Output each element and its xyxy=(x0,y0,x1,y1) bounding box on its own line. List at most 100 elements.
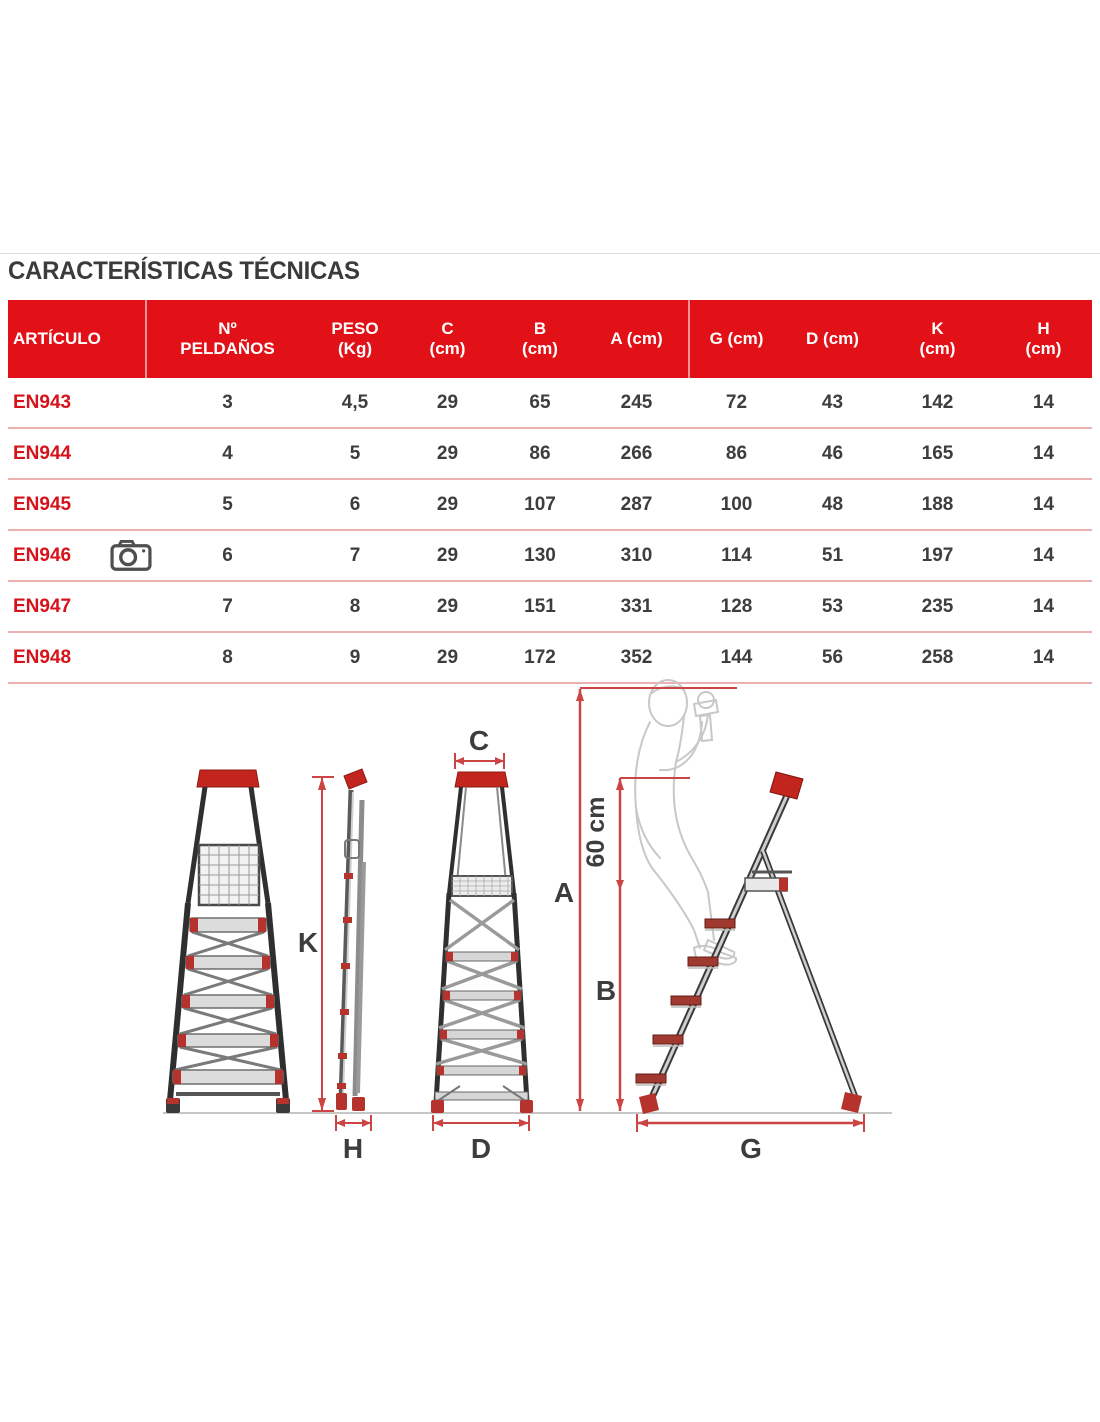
value-cell: 4,5 xyxy=(341,391,369,413)
value-cell: 8 xyxy=(349,595,361,617)
value-cell: 130 xyxy=(524,544,556,566)
front-view-ladder-diagram xyxy=(166,769,290,1113)
column-header-peso: PESO (Kg) xyxy=(331,319,379,358)
value-cell: 258 xyxy=(921,646,954,668)
value-cell: 6 xyxy=(222,544,233,566)
dimension-label-h: H xyxy=(343,1133,363,1164)
table-row-en943: EN943 3 4,5 29 65 245 72 43 142 14 xyxy=(8,378,1092,429)
value-cell: 48 xyxy=(821,493,844,515)
value-cell: 14 xyxy=(1032,493,1055,515)
value-cell: 8 xyxy=(222,646,233,668)
side-view-ladder-diagram xyxy=(635,771,862,1114)
dimension-label-g: G xyxy=(740,1133,762,1164)
dimension-60-b xyxy=(616,777,690,1111)
column-header-a: A (cm) xyxy=(610,329,663,348)
value-cell: 188 xyxy=(921,493,954,515)
person-illustration xyxy=(634,679,738,966)
dimension-label-k: K xyxy=(298,927,318,958)
technical-spec-table: ARTÍCULO Nº PELDAÑOS PESO (Kg) C (cm) B (cm)… xyxy=(8,300,1092,684)
value-cell: 65 xyxy=(529,391,551,413)
value-cell: 142 xyxy=(921,391,954,413)
article-code: EN946 xyxy=(13,544,72,566)
value-cell: 14 xyxy=(1032,595,1055,617)
column-header-k: K (cm) xyxy=(919,319,956,358)
column-header-d: D (cm) xyxy=(806,329,859,348)
value-cell: 51 xyxy=(821,544,844,566)
value-cell: 235 xyxy=(921,595,954,617)
value-cell: 6 xyxy=(349,493,361,515)
value-cell: 29 xyxy=(436,391,459,413)
article-code: EN945 xyxy=(13,493,72,515)
value-cell: 331 xyxy=(620,595,653,617)
value-cell: 29 xyxy=(436,595,459,617)
value-cell: 128 xyxy=(720,595,753,617)
article-code: EN948 xyxy=(13,646,72,668)
value-cell: 287 xyxy=(620,493,653,515)
value-cell: 4 xyxy=(222,442,233,464)
value-cell: 46 xyxy=(821,442,844,464)
value-cell: 72 xyxy=(725,391,748,413)
value-cell: 14 xyxy=(1032,391,1055,413)
ladder-dimension-diagram: K H xyxy=(163,679,892,1164)
dimension-label-60cm: 60 cm xyxy=(582,797,610,868)
value-cell: 86 xyxy=(529,442,551,464)
table-header-row: ARTÍCULO Nº PELDAÑOS PESO (Kg) C (cm) B (cm)… xyxy=(8,300,1092,378)
article-code: EN944 xyxy=(13,442,72,464)
dimension-d xyxy=(432,1115,530,1131)
value-cell: 114 xyxy=(721,544,752,566)
article-cell: EN944 xyxy=(8,429,145,478)
value-cell: 43 xyxy=(821,391,844,413)
top-divider-line xyxy=(0,253,1100,254)
article-code: EN947 xyxy=(13,595,72,617)
value-cell: 197 xyxy=(921,544,954,566)
value-cell: 53 xyxy=(821,595,844,617)
camera-icon xyxy=(110,540,152,571)
value-cell: 352 xyxy=(620,646,653,668)
value-cell: 29 xyxy=(436,544,459,566)
header-divider xyxy=(688,300,690,378)
dimension-label-c: C xyxy=(469,725,489,756)
article-cell: EN947 xyxy=(8,582,145,631)
dimension-a xyxy=(576,687,737,1111)
column-header-peldanos: Nº PELDAÑOS xyxy=(180,319,275,358)
article-cell: EN943 xyxy=(8,378,145,427)
value-cell: 3 xyxy=(222,391,233,413)
dimension-k xyxy=(312,776,334,1112)
dimension-g xyxy=(636,1114,865,1132)
value-cell: 151 xyxy=(524,595,556,617)
value-cell: 7 xyxy=(349,544,361,566)
value-cell: 56 xyxy=(821,646,844,668)
page-title: CARACTERÍSTICAS TÉCNICAS xyxy=(8,257,360,285)
table-row-en948: EN948 8 9 29 172 352 144 56 258 14 xyxy=(8,633,1092,684)
column-header-h: H (cm) xyxy=(1025,319,1062,358)
column-header-c: C (cm) xyxy=(429,319,466,358)
table-row-en947: EN947 7 8 29 151 331 128 53 235 14 xyxy=(8,582,1092,633)
article-cell: EN945 xyxy=(8,480,145,529)
value-cell: 107 xyxy=(524,493,556,515)
value-cell: 172 xyxy=(524,646,556,668)
header-divider xyxy=(145,300,147,378)
article-code: EN943 xyxy=(13,391,72,413)
table-row-en944: EN944 4 5 29 86 266 86 46 165 14 xyxy=(8,429,1092,480)
value-cell: 29 xyxy=(436,493,459,515)
value-cell: 14 xyxy=(1032,544,1055,566)
value-cell: 5 xyxy=(349,442,361,464)
value-cell: 29 xyxy=(436,646,459,668)
dimension-h xyxy=(335,1115,372,1131)
column-header-g: G (cm) xyxy=(709,329,764,348)
folded-ladder-diagram xyxy=(336,768,368,1111)
value-cell: 29 xyxy=(436,442,459,464)
table-row-en945: EN945 5 6 29 107 287 100 48 188 14 xyxy=(8,480,1092,531)
article-cell: EN948 xyxy=(8,633,145,682)
value-cell: 86 xyxy=(725,442,748,464)
value-cell: 9 xyxy=(349,646,361,668)
value-cell: 245 xyxy=(620,391,653,413)
value-cell: 310 xyxy=(620,544,653,566)
value-cell: 7 xyxy=(222,595,233,617)
table-row-en946: EN946 6 7 29 130 310 114 51 197 14 xyxy=(8,531,1092,582)
value-cell: 266 xyxy=(620,442,653,464)
value-cell: 14 xyxy=(1032,646,1055,668)
value-cell: 5 xyxy=(222,493,233,515)
article-cell: EN946 xyxy=(8,531,152,580)
